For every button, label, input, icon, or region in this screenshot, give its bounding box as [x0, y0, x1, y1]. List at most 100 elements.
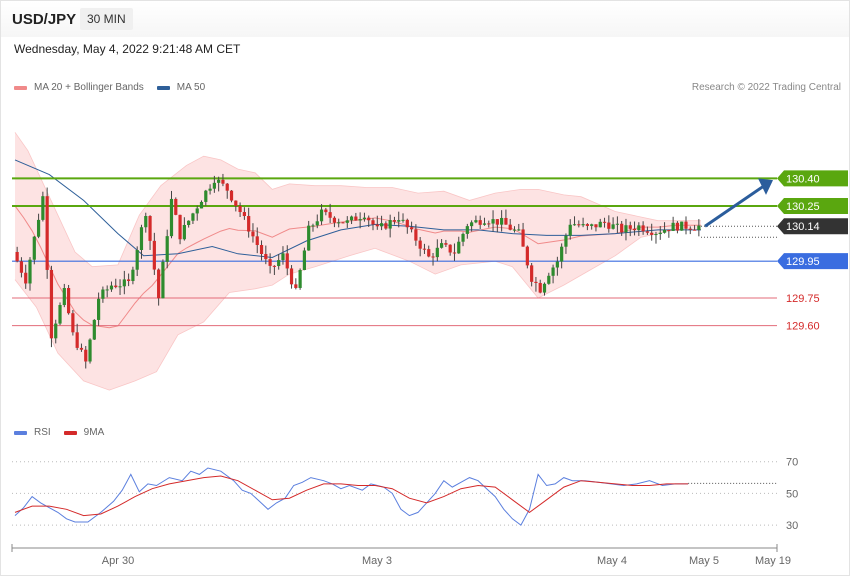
candle-body [457, 241, 461, 254]
candle-body [564, 235, 568, 247]
candle-body [512, 229, 517, 231]
legend-9ma: 9MA [63, 427, 105, 438]
candle-body [650, 232, 654, 235]
candle-body [332, 217, 337, 223]
candle-body [590, 224, 594, 226]
candle-body [319, 209, 324, 222]
forecast-arrow-head [758, 178, 773, 195]
candle-body [62, 288, 66, 306]
legend-swatch-rsi [14, 430, 27, 435]
candle-body [585, 224, 589, 226]
candle-body [637, 225, 641, 231]
candle-body [212, 182, 216, 189]
candle-body [478, 220, 482, 225]
candle-body [272, 265, 276, 267]
candle-body [405, 219, 409, 228]
level-tag-1 [777, 197, 848, 214]
candle-body [418, 240, 422, 249]
candle-body [152, 240, 156, 270]
candle-body [191, 213, 195, 221]
candle-body [264, 253, 268, 260]
candle-body [397, 220, 401, 222]
legend-swatch-ma20 [14, 85, 27, 90]
candles [15, 173, 701, 369]
candle-body [435, 247, 439, 258]
level-label-4: 129.75 [786, 293, 820, 305]
legend-label-ma50: MA 50 [176, 82, 206, 93]
candle-body [109, 285, 114, 290]
candle-body [199, 201, 204, 209]
bollinger-upper-line [14, 132, 701, 268]
candle-body [122, 279, 126, 287]
candle-body [521, 229, 525, 247]
x-tick-label-4: May 19 [755, 555, 791, 567]
candle-body [118, 286, 122, 288]
candle-body [684, 221, 688, 229]
candle-body [19, 261, 24, 273]
candle-body [354, 216, 358, 221]
candle-body [444, 243, 448, 245]
candle-body [161, 261, 165, 299]
timestamp: Wednesday, May 4, 2022 9:21:48 AM CET [14, 42, 241, 56]
candle-body [79, 347, 84, 350]
candle-body [461, 233, 465, 242]
candle-body [508, 224, 512, 230]
candle-body [371, 220, 375, 225]
candle-body [307, 225, 311, 251]
candle-body [97, 298, 101, 320]
candle-body [367, 217, 371, 221]
x-tick-label-0: Apr 30 [102, 555, 134, 567]
rsi-line [14, 467, 689, 526]
candle-body [298, 269, 302, 288]
candle-body [654, 234, 658, 236]
candle-body [624, 225, 628, 233]
candle-body [169, 198, 174, 237]
candle-body [24, 272, 28, 284]
candle-body [66, 288, 71, 314]
candle-body [379, 223, 384, 227]
candle-body [195, 208, 199, 214]
level-label-5: 129.60 [786, 321, 820, 333]
candle-body [349, 216, 354, 221]
candle-body [187, 220, 191, 225]
level-label-2: 130.14 [786, 221, 820, 233]
credit-text: Research © 2022 Trading Central [691, 82, 841, 93]
candle-body [474, 220, 478, 223]
candle-body [28, 259, 32, 284]
candle-body [675, 222, 680, 231]
candle-body [345, 220, 349, 223]
legend-label-9ma: 9MA [83, 427, 105, 438]
candle-body [302, 250, 307, 270]
candle-body [662, 229, 667, 233]
candle-body [229, 190, 234, 201]
candle-body [697, 225, 701, 230]
candle-body [504, 217, 508, 225]
candle-body [49, 269, 54, 339]
candle-body [692, 229, 697, 231]
legend-label-ma20: MA 20 + Bollinger Bands [34, 82, 144, 93]
level-tag-2 [777, 218, 848, 235]
candle-body [542, 283, 547, 293]
timeframe-badge[interactable]: 30 MIN [80, 8, 133, 30]
candle-body [341, 222, 345, 224]
candle-body [101, 289, 105, 299]
candle-body [577, 224, 581, 226]
candle-body [234, 200, 238, 206]
candle-body [217, 179, 221, 183]
candle-body [551, 267, 555, 276]
level-label-1: 130.25 [786, 201, 820, 213]
candle-body [247, 216, 251, 232]
candle-body [658, 232, 662, 235]
top-bar: USD/JPY 30 MIN [1, 1, 849, 37]
candle-body [401, 219, 405, 221]
candle-body [620, 223, 624, 233]
candle-body [92, 319, 96, 340]
candle-body [15, 251, 19, 262]
candle-body [182, 224, 186, 240]
candle-body [555, 261, 559, 268]
rsi-tick-label-2: 30 [786, 520, 798, 532]
legend-label-rsi: RSI [34, 427, 51, 438]
candle-body [358, 219, 362, 221]
rsi-legend: RSI 9MA [14, 427, 117, 438]
